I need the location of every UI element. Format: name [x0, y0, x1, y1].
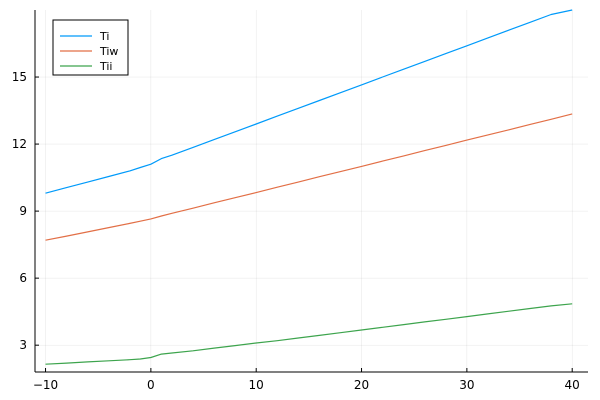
series-line-tii	[45, 303, 573, 365]
legend-label-tiw: Tiw	[99, 45, 118, 58]
series-lines	[45, 9, 573, 365]
series-line-ti	[45, 9, 573, 194]
y-tick-label: 9	[19, 204, 27, 218]
grid-lines	[35, 10, 588, 372]
x-tick-label: 10	[249, 378, 264, 392]
legend: Ti Tiw Tii	[52, 19, 129, 76]
legend-label-tii: Tii	[99, 60, 113, 73]
series-line-tiw	[45, 113, 573, 241]
ticks: −10 0 10 20 30 40 3 6 9 12 15	[12, 70, 580, 392]
x-tick-label: 20	[354, 378, 369, 392]
x-tick-label: −10	[33, 378, 58, 392]
x-tick-label: 30	[459, 378, 474, 392]
y-tick-label: 3	[19, 338, 27, 352]
axes	[34, 10, 588, 373]
y-tick-label: 12	[12, 137, 27, 151]
y-tick-label: 15	[12, 70, 27, 84]
legend-label-ti: Ti	[99, 30, 109, 43]
y-tick-label: 6	[19, 271, 27, 285]
x-tick-label: 0	[147, 378, 155, 392]
x-tick-label: 40	[565, 378, 580, 392]
